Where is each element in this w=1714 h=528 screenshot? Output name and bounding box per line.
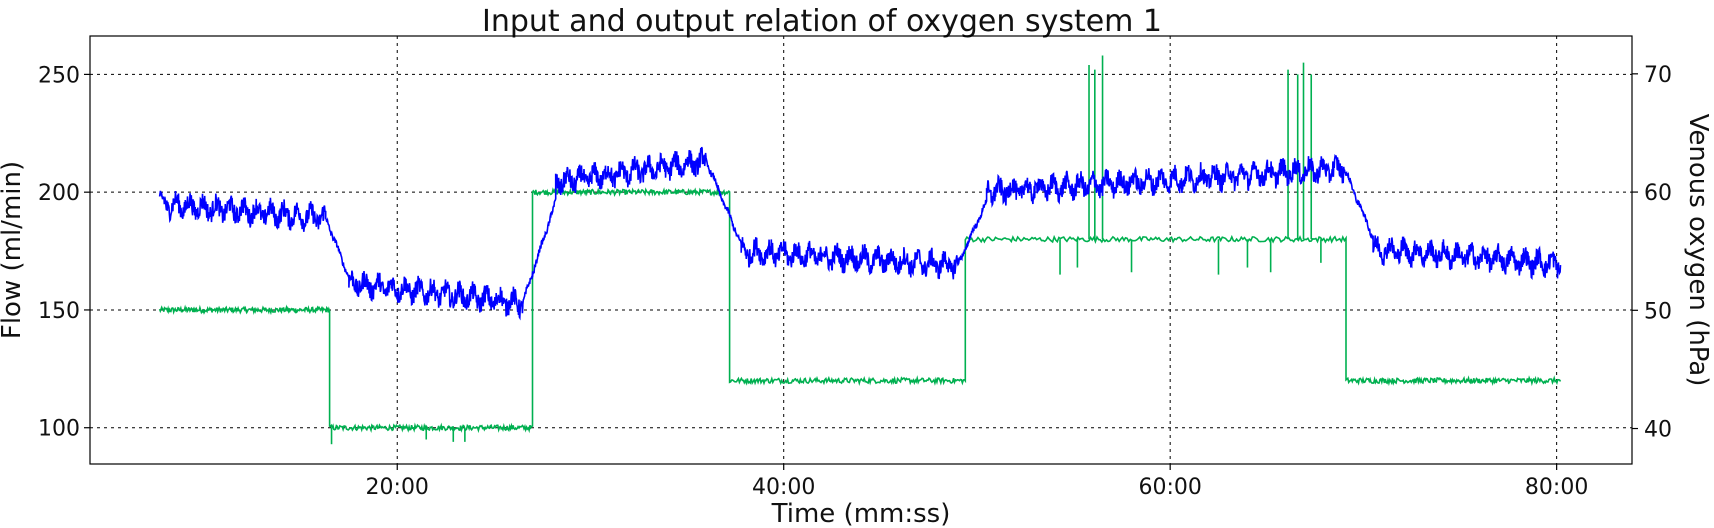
y-tick-label: 250 bbox=[38, 63, 80, 88]
grid-lines bbox=[90, 36, 1632, 464]
x-tick-label: 80:00 bbox=[1525, 475, 1588, 500]
y-tick-label: 100 bbox=[38, 417, 80, 442]
venous-oxygen-series-line bbox=[158, 146, 1562, 321]
plot-frame bbox=[89, 35, 1633, 465]
x-tick-label: 40:00 bbox=[752, 475, 815, 500]
y-axis-label: Flow (ml/min) bbox=[0, 161, 27, 339]
y2-tick-label: 70 bbox=[1644, 63, 1672, 88]
y-tick-label: 150 bbox=[38, 299, 80, 324]
x-tick-label: 20:00 bbox=[366, 475, 429, 500]
y2-axis-label: Venous oxygen (hPa) bbox=[1683, 114, 1713, 387]
series-layer bbox=[158, 55, 1562, 445]
y2-tick-label: 50 bbox=[1644, 299, 1672, 324]
y2-axis-ticks: 40 50 60 70 bbox=[1632, 63, 1672, 443]
y-tick-label: 200 bbox=[38, 181, 80, 206]
x-axis-label: Time (mm:ss) bbox=[771, 499, 951, 528]
chart-title: Input and output relation of oxygen syst… bbox=[482, 4, 1162, 39]
y-axis-ticks: 100 150 200 250 bbox=[38, 63, 90, 442]
y2-tick-label: 60 bbox=[1644, 181, 1672, 206]
x-tick-label: 60:00 bbox=[1138, 475, 1201, 500]
y2-tick-label: 40 bbox=[1644, 418, 1672, 443]
x-axis-ticks: 20:00 40:00 60:00 80:00 bbox=[366, 464, 1588, 500]
flow-series-line bbox=[158, 187, 1562, 434]
